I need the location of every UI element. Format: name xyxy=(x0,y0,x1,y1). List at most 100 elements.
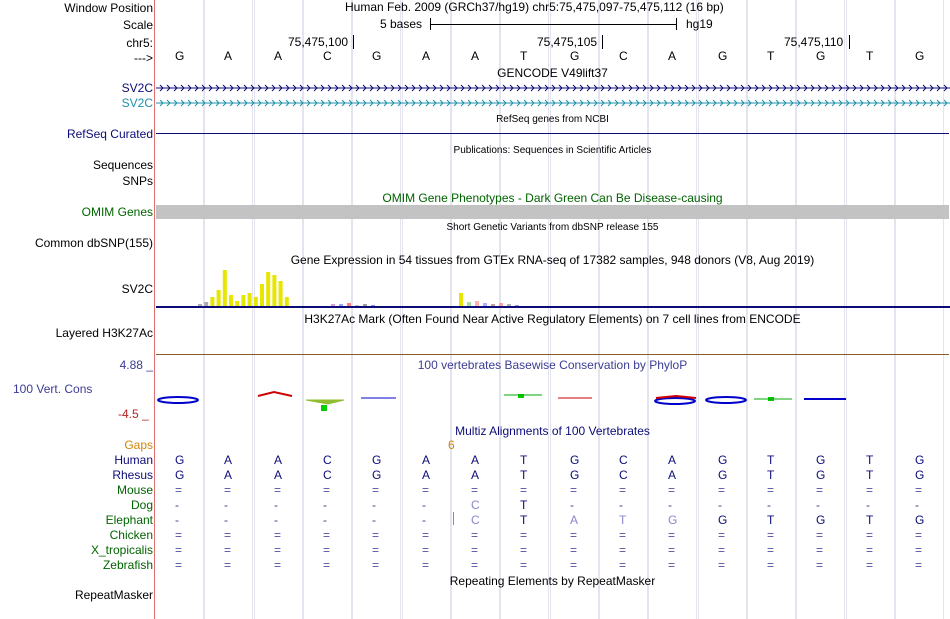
gtex-bar[interactable] xyxy=(483,303,487,306)
strand-chevron xyxy=(831,99,836,107)
gtex-bar[interactable] xyxy=(198,304,202,306)
repeatmasker-label[interactable]: RepeatMasker xyxy=(74,588,153,602)
multiz-base: C xyxy=(619,453,628,467)
grid-line xyxy=(795,0,796,619)
gencode-item-1-label[interactable]: SV2C xyxy=(121,81,153,95)
omim-label[interactable]: OMIM Genes xyxy=(81,205,153,219)
strand-chevron xyxy=(635,99,640,107)
multiz-base: = xyxy=(520,483,528,497)
multiz-base: T xyxy=(866,468,874,482)
multiz-base: = xyxy=(915,528,923,542)
gtex-bar[interactable] xyxy=(272,275,277,306)
refseq-label[interactable]: RefSeq Curated xyxy=(66,127,153,141)
multiz-species-label[interactable]: Dog xyxy=(130,498,153,512)
strand-chevron xyxy=(523,84,528,92)
multiz-base: G xyxy=(668,513,678,527)
gencode-item-1-feature[interactable] xyxy=(156,82,950,94)
phylop-logo[interactable] xyxy=(156,384,950,414)
multiz-species-label[interactable]: X_tropicalis xyxy=(90,543,153,557)
multiz-species-label[interactable]: Mouse xyxy=(116,483,153,497)
gtex-bar[interactable] xyxy=(371,305,375,306)
gtex-bar[interactable] xyxy=(347,303,351,306)
base-letter: A xyxy=(224,49,233,63)
grid-line xyxy=(499,0,500,619)
strand-chevron xyxy=(705,99,710,107)
gtex-bar[interactable] xyxy=(467,302,471,306)
gtex-bar[interactable] xyxy=(260,284,264,306)
gtex-label[interactable]: SV2C xyxy=(121,282,153,296)
gtex-bar[interactable] xyxy=(475,301,479,306)
multiz-gap-value: 6 xyxy=(448,438,455,452)
phylop-max: 4.88 _ xyxy=(119,358,153,372)
publications-snps-label[interactable]: SNPs xyxy=(122,174,153,188)
gtex-bar[interactable] xyxy=(499,303,503,306)
strand-chevron xyxy=(642,99,647,107)
multiz-base: G xyxy=(816,513,826,527)
multiz-species-label[interactable]: Zebrafish xyxy=(102,558,153,572)
strand-chevron xyxy=(635,84,640,92)
gtex-bar-graph[interactable] xyxy=(156,268,950,310)
multiz-species-label[interactable]: Rhesus xyxy=(112,468,153,482)
gtex-bar[interactable] xyxy=(216,290,221,306)
base-letter: A xyxy=(668,49,677,63)
gtex-bar[interactable] xyxy=(278,281,283,306)
gtex-bar[interactable] xyxy=(241,295,246,306)
multiz-base: = xyxy=(915,483,923,497)
multiz-base: G xyxy=(915,468,925,482)
strand-chevron xyxy=(908,99,913,107)
gtex-bar[interactable] xyxy=(491,304,495,306)
gtex-bar[interactable] xyxy=(515,305,519,306)
strand-chevron xyxy=(327,84,332,92)
multiz-species-label[interactable]: Human xyxy=(114,453,153,467)
gtex-bar[interactable] xyxy=(339,304,343,306)
window-position-label: Window Position xyxy=(64,1,153,15)
multiz-title: Multiz Alignments of 100 Vertebrates xyxy=(455,424,650,438)
refseq-feature[interactable] xyxy=(156,133,949,134)
gtex-bar[interactable] xyxy=(229,295,233,306)
gtex-bar[interactable] xyxy=(253,297,258,306)
strand-chevron xyxy=(803,99,808,107)
multiz-base: = xyxy=(619,483,627,497)
gtex-bar[interactable] xyxy=(284,297,289,306)
gtex-bar[interactable] xyxy=(266,272,271,306)
multiz-base: = xyxy=(323,528,331,542)
gtex-bar[interactable] xyxy=(222,270,227,306)
gtex-bar[interactable] xyxy=(507,304,511,306)
multiz-base: T xyxy=(520,468,528,482)
multiz-base: G xyxy=(816,468,826,482)
gtex-bar[interactable] xyxy=(204,302,209,306)
gtex-bar[interactable] xyxy=(355,305,359,306)
multiz-base: = xyxy=(915,543,923,557)
gencode-item-2-label[interactable]: SV2C xyxy=(121,96,153,110)
strand-chevron xyxy=(621,84,626,92)
dbsnp-label[interactable]: Common dbSNP(155) xyxy=(34,236,153,250)
gtex-bar[interactable] xyxy=(235,301,240,306)
multiz-base: = xyxy=(718,528,726,542)
phylop-label[interactable]: 100 Vert. Cons xyxy=(13,382,93,396)
gtex-bar[interactable] xyxy=(363,304,367,306)
multiz-base: - xyxy=(323,513,327,527)
strand-chevron xyxy=(383,99,388,107)
base-letter: G xyxy=(816,49,826,63)
h3k27ac-baseline[interactable] xyxy=(156,354,949,355)
strand-chevron xyxy=(313,99,318,107)
multiz-gaps-label[interactable]: Gaps xyxy=(124,438,153,452)
gtex-bar[interactable] xyxy=(459,293,463,306)
strand-chevron xyxy=(383,84,388,92)
strand-chevron xyxy=(551,99,556,107)
gtex-bar[interactable] xyxy=(210,297,215,306)
strand-chevron xyxy=(187,99,192,107)
strand-chevron xyxy=(355,99,360,107)
multiz-species-label[interactable]: Elephant xyxy=(105,513,153,527)
gtex-bar[interactable] xyxy=(331,304,335,306)
publications-sequences-label[interactable]: Sequences xyxy=(92,158,153,172)
gtex-bar[interactable] xyxy=(247,293,252,306)
h3k27ac-label[interactable]: Layered H3K27Ac xyxy=(55,326,153,340)
multiz-species-label[interactable]: Chicken xyxy=(109,528,153,542)
strand-chevron xyxy=(250,99,255,107)
gencode-item-2-feature[interactable] xyxy=(156,97,950,109)
coord-2: 75,475,105 xyxy=(537,35,598,49)
omim-feature[interactable] xyxy=(156,205,949,219)
multiz-base: - xyxy=(372,498,376,512)
